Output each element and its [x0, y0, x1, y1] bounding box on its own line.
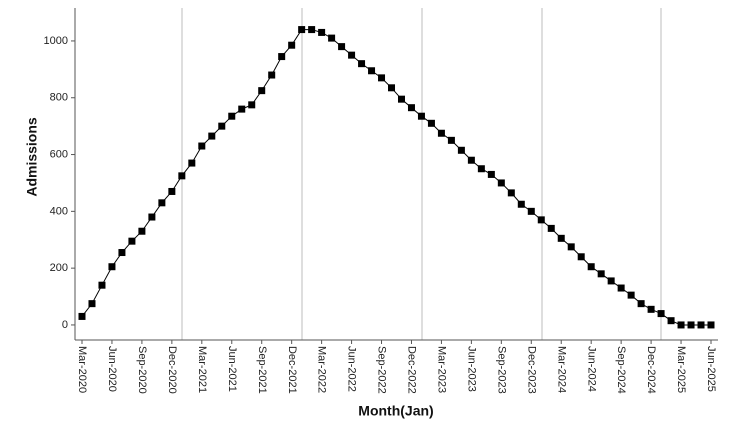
marker: [477, 165, 485, 173]
x-tick-label: Dec-2024: [645, 346, 657, 394]
marker: [268, 71, 276, 79]
marker: [677, 321, 685, 329]
x-axis-title: Month(Jan): [358, 403, 433, 419]
marker: [348, 51, 356, 59]
marker: [507, 189, 515, 197]
marker: [567, 243, 575, 251]
x-tick-label: Mar-2021: [196, 346, 208, 393]
x-tick-label: Mar-2025: [675, 346, 687, 393]
marker: [378, 74, 386, 82]
marker: [607, 277, 615, 285]
marker: [467, 156, 475, 164]
marker: [278, 53, 286, 61]
marker: [308, 26, 316, 34]
marker: [527, 207, 535, 215]
marker: [168, 187, 176, 195]
marker: [338, 43, 346, 51]
y-tick-label: 200: [50, 262, 68, 274]
y-tick-label: 0: [62, 319, 68, 331]
marker: [517, 200, 525, 208]
x-tick-label: Sep-2024: [615, 346, 627, 394]
marker: [298, 26, 306, 34]
marker: [198, 142, 206, 150]
y-tick-label: 800: [50, 92, 68, 104]
year-lines: [181, 8, 662, 340]
marker: [537, 216, 545, 224]
marker: [98, 281, 106, 289]
y-tick-label: 1000: [44, 35, 68, 47]
marker: [158, 199, 166, 207]
marker: [368, 67, 376, 75]
x-tick-label: Mar-2023: [436, 346, 448, 393]
marker: [108, 263, 116, 271]
marker: [707, 321, 715, 329]
marker: [547, 224, 555, 232]
x-tick-label: Mar-2022: [316, 346, 328, 393]
x-tick-label: Jun-2024: [585, 346, 597, 392]
x-tick-label: Dec-2020: [166, 346, 178, 394]
marker: [118, 249, 126, 257]
marker: [437, 129, 445, 137]
x-tick-label: Jun-2020: [106, 346, 118, 392]
marker: [457, 146, 465, 154]
marker: [417, 112, 425, 120]
x-tick-label: Jun-2025: [705, 346, 717, 392]
x-tick-label: Jun-2022: [346, 346, 358, 392]
x-tick-label: Dec-2021: [286, 346, 298, 394]
marker: [288, 41, 296, 49]
x-tick-label: Sep-2021: [256, 346, 268, 394]
marker: [407, 104, 415, 112]
x-tick-label: Sep-2022: [376, 346, 388, 394]
marker: [647, 305, 655, 313]
marker: [427, 119, 435, 127]
x-tick-label: Dec-2023: [525, 346, 537, 394]
x-tick-label: Mar-2020: [76, 346, 88, 393]
marker: [597, 270, 605, 278]
marker: [497, 179, 505, 187]
marker: [627, 291, 635, 299]
marker: [88, 300, 96, 308]
x-tick-label: Sep-2023: [495, 346, 507, 394]
marker: [697, 321, 705, 329]
marker: [687, 321, 695, 329]
marker: [617, 284, 625, 292]
marker: [637, 300, 645, 308]
marker: [447, 136, 455, 144]
marker: [188, 159, 196, 167]
marker: [667, 317, 675, 325]
x-tick-label: Sep-2020: [136, 346, 148, 394]
x-tick-label: Jun-2021: [226, 346, 238, 392]
x-tick-label: Jun-2023: [465, 346, 477, 392]
series-line: [81, 29, 711, 326]
marker: [78, 312, 86, 320]
marker: [248, 101, 256, 109]
marker: [577, 253, 585, 261]
marker: [208, 132, 216, 140]
marker: [138, 227, 146, 235]
marker: [388, 84, 396, 92]
marker: [228, 112, 236, 120]
marker: [318, 28, 326, 36]
marker: [487, 170, 495, 178]
y-tick-label: 400: [50, 205, 68, 217]
x-tick-label: Dec-2022: [406, 346, 418, 394]
marker: [238, 105, 246, 113]
y-axis-title: Admissions: [24, 117, 40, 197]
marker: [128, 237, 136, 245]
y-tick-label: 600: [50, 148, 68, 160]
marker: [258, 87, 266, 95]
marker: [218, 122, 226, 130]
marker: [557, 234, 565, 242]
marker: [148, 213, 156, 221]
marker: [397, 95, 405, 103]
marker: [178, 172, 186, 180]
marker: [587, 263, 595, 271]
marker: [657, 310, 665, 318]
marker: [358, 60, 366, 68]
x-tick-label: Mar-2024: [555, 346, 567, 393]
marker: [328, 34, 336, 42]
